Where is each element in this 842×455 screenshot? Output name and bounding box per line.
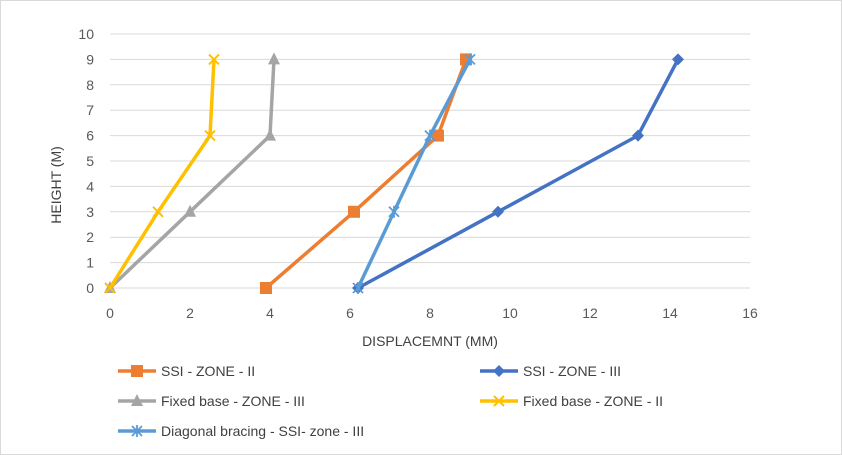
y-tick-labels: 0 1 2 3 4 5 6 7 8 9 10 xyxy=(78,26,94,296)
x-axis-title: DISPLACEMNT (MM) xyxy=(362,333,498,349)
x-tick-label: 10 xyxy=(502,305,518,321)
data-point-0-2 xyxy=(432,129,444,142)
legend-entry-4: Diagonal bracing - SSI- zone - III xyxy=(118,423,364,439)
data-point-3-3 xyxy=(208,53,220,66)
data-point-1-2 xyxy=(632,129,644,142)
data-point-0-0 xyxy=(260,282,272,294)
legend-swatch-marker xyxy=(131,394,143,406)
series-0 xyxy=(260,53,472,294)
series-line-3 xyxy=(108,59,216,289)
data-point-3-0 xyxy=(104,282,116,294)
y-tick-label: 0 xyxy=(86,280,94,296)
y-tick-label: 2 xyxy=(86,229,94,245)
y-tick-label: 4 xyxy=(86,178,94,194)
data-point-2-1 xyxy=(184,204,196,217)
legend-label: Fixed base - ZONE - III xyxy=(161,393,305,409)
series-line-0 xyxy=(264,58,468,290)
data-point-0-1 xyxy=(348,205,360,218)
legend-entry-3: Fixed base - ZONE - II xyxy=(480,393,663,409)
x-tick-label: 6 xyxy=(346,305,354,321)
legend: SSI - ZONE - II SSI - ZONE - III Fixed bas… xyxy=(118,363,663,439)
x-tick-labels: 0 2 4 6 8 10 12 14 16 xyxy=(106,305,758,321)
legend-swatch-marker xyxy=(131,365,143,377)
data-series xyxy=(104,52,684,294)
y-tick-label: 10 xyxy=(78,26,94,42)
legend-swatch-marker xyxy=(493,395,505,407)
data-point-4-0 xyxy=(352,282,364,294)
series-line-4 xyxy=(356,58,472,289)
x-tick-label: 14 xyxy=(662,305,678,321)
data-point-3-1 xyxy=(152,206,164,218)
series-3 xyxy=(104,53,220,294)
legend-label: SSI - ZONE - II xyxy=(161,363,255,379)
legend-label: SSI - ZONE - III xyxy=(523,363,621,379)
data-point-4-2 xyxy=(424,129,436,142)
x-tick-label: 0 xyxy=(106,305,114,321)
legend-swatch-marker xyxy=(131,425,143,437)
x-tick-label: 4 xyxy=(266,305,274,321)
legend-entry-1: SSI - ZONE - III xyxy=(480,363,621,379)
y-tick-label: 5 xyxy=(86,153,94,169)
y-tick-label: 7 xyxy=(86,102,94,118)
y-tick-label: 1 xyxy=(86,255,94,271)
data-point-3-2 xyxy=(204,129,216,142)
y-tick-label: 8 xyxy=(86,77,94,93)
series-line-2 xyxy=(108,59,276,290)
legend-entry-2: Fixed base - ZONE - III xyxy=(118,393,305,409)
y-tick-label: 3 xyxy=(86,204,94,220)
x-tick-label: 2 xyxy=(186,305,194,321)
x-tick-label: 12 xyxy=(582,305,598,321)
data-point-2-2 xyxy=(264,128,276,141)
series-1 xyxy=(352,53,684,294)
data-point-4-1 xyxy=(388,205,400,218)
legend-label: Diagonal bracing - SSI- zone - III xyxy=(161,423,364,439)
y-tick-label: 9 xyxy=(86,51,94,67)
x-tick-label: 8 xyxy=(426,305,434,321)
data-point-1-1 xyxy=(492,205,504,218)
y-tick-label: 6 xyxy=(86,128,94,144)
series-4 xyxy=(352,53,476,294)
data-point-1-3 xyxy=(672,53,684,66)
y-axis-title: HEIGHT (M) xyxy=(48,146,64,224)
x-tick-label: 16 xyxy=(742,305,758,321)
legend-label: Fixed base - ZONE - II xyxy=(523,393,663,409)
data-point-2-3 xyxy=(268,52,280,65)
data-point-4-3 xyxy=(464,53,476,66)
legend-entry-0: SSI - ZONE - II xyxy=(118,363,255,379)
series-line-1 xyxy=(357,58,680,290)
legend-swatch-marker xyxy=(493,365,505,377)
